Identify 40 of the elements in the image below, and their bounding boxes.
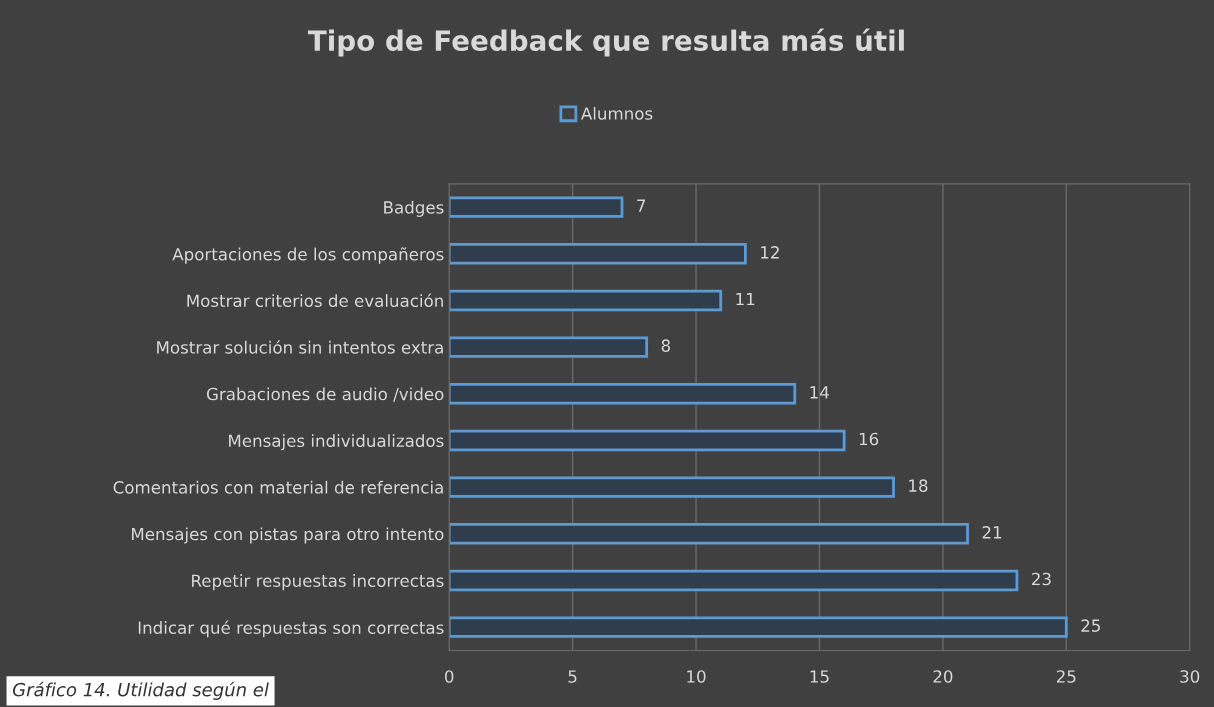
x-tick-label: 10 [687,670,706,683]
x-tick-label: 5 [568,670,577,683]
bar [449,196,624,218]
y-tick-label: Badges [384,200,444,217]
bar [449,289,723,312]
chart-title: Tipo de Feedback que resulta más útil [307,28,904,57]
bar [449,523,969,545]
y-tick-label: Mensajes con pistas para otro intento [132,527,444,544]
y-tick-label: Comentarios con material de referencia [113,480,443,494]
y-tick-label: Mostrar solución sin intentos extra [157,340,443,354]
data-label: 12 [761,246,779,259]
data-label: 25 [1081,619,1100,632]
data-label: 18 [909,479,928,492]
y-tick-label: Indicar qué respuestas son correctas [138,620,444,638]
y-tick-label: Grabaciones de audio /video [206,387,444,402]
data-label: 16 [859,432,879,446]
data-label: 11 [736,292,755,306]
legend-label: Alumnos [580,106,653,120]
x-tick-label: 30 [1180,670,1200,683]
data-label: 8 [661,339,671,352]
y-tick-label: Repetir respuestas incorrectas [192,574,444,591]
y-tick-label: Mensajes individualizados [229,434,444,451]
text: Gráfico 14. Utilidad según el [12,681,269,700]
data-label: 14 [810,386,829,399]
bar [449,243,747,265]
x-tick-label: 15 [810,670,829,683]
bar [449,383,797,405]
y-tick-label: Aportaciones de los compañeros [172,247,444,264]
bar [449,429,846,452]
bar [449,476,895,498]
bar [449,616,1068,638]
x-tick-label: 25 [1056,670,1076,683]
bar [449,569,1019,592]
data-label: 21 [982,526,1002,539]
x-tick-label: 0 [444,670,454,683]
x-tick-label: 20 [933,670,953,683]
y-tick-label: Mostrar criterios de evaluación [187,293,443,308]
data-label: 23 [1032,572,1051,586]
bar [449,336,649,358]
data-label: 7 [637,199,646,212]
